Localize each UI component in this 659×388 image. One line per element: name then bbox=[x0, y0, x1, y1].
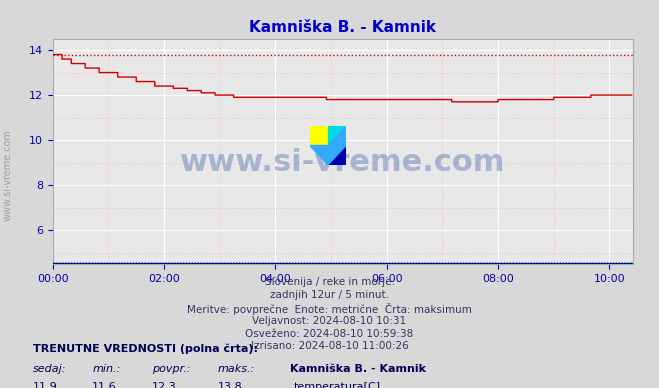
Text: temperatura[C]: temperatura[C] bbox=[293, 382, 380, 388]
Text: TRENUTNE VREDNOSTI (polna črta):: TRENUTNE VREDNOSTI (polna črta): bbox=[33, 343, 258, 354]
Text: www.si-vreme.com: www.si-vreme.com bbox=[180, 148, 505, 177]
Bar bbox=[310, 126, 328, 146]
Text: Meritve: povprečne  Enote: metrične  Črta: maksimum: Meritve: povprečne Enote: metrične Črta:… bbox=[187, 303, 472, 315]
Text: Osveženo: 2024-08-10 10:59:38: Osveženo: 2024-08-10 10:59:38 bbox=[245, 329, 414, 339]
Text: Izrisano: 2024-08-10 11:00:26: Izrisano: 2024-08-10 11:00:26 bbox=[250, 341, 409, 352]
Text: 11.6: 11.6 bbox=[92, 382, 117, 388]
Bar bbox=[328, 126, 346, 146]
Text: sedaj:: sedaj: bbox=[33, 364, 67, 374]
Text: Slovenija / reke in morje.: Slovenija / reke in morje. bbox=[264, 277, 395, 288]
Bar bbox=[328, 146, 346, 165]
Text: Veljavnost: 2024-08-10 10:31: Veljavnost: 2024-08-10 10:31 bbox=[252, 316, 407, 326]
Text: min.:: min.: bbox=[92, 364, 121, 374]
Title: Kamniška B. - Kamnik: Kamniška B. - Kamnik bbox=[249, 20, 436, 35]
Text: povpr.:: povpr.: bbox=[152, 364, 190, 374]
Polygon shape bbox=[310, 126, 346, 165]
Text: 13.8: 13.8 bbox=[217, 382, 243, 388]
Text: 12.3: 12.3 bbox=[152, 382, 177, 388]
Text: maks.:: maks.: bbox=[217, 364, 255, 374]
Text: zadnjih 12ur / 5 minut.: zadnjih 12ur / 5 minut. bbox=[270, 290, 389, 300]
Text: Kamniška B. - Kamnik: Kamniška B. - Kamnik bbox=[290, 364, 426, 374]
Text: 11.9: 11.9 bbox=[33, 382, 58, 388]
Text: www.si-vreme.com: www.si-vreme.com bbox=[3, 128, 13, 221]
